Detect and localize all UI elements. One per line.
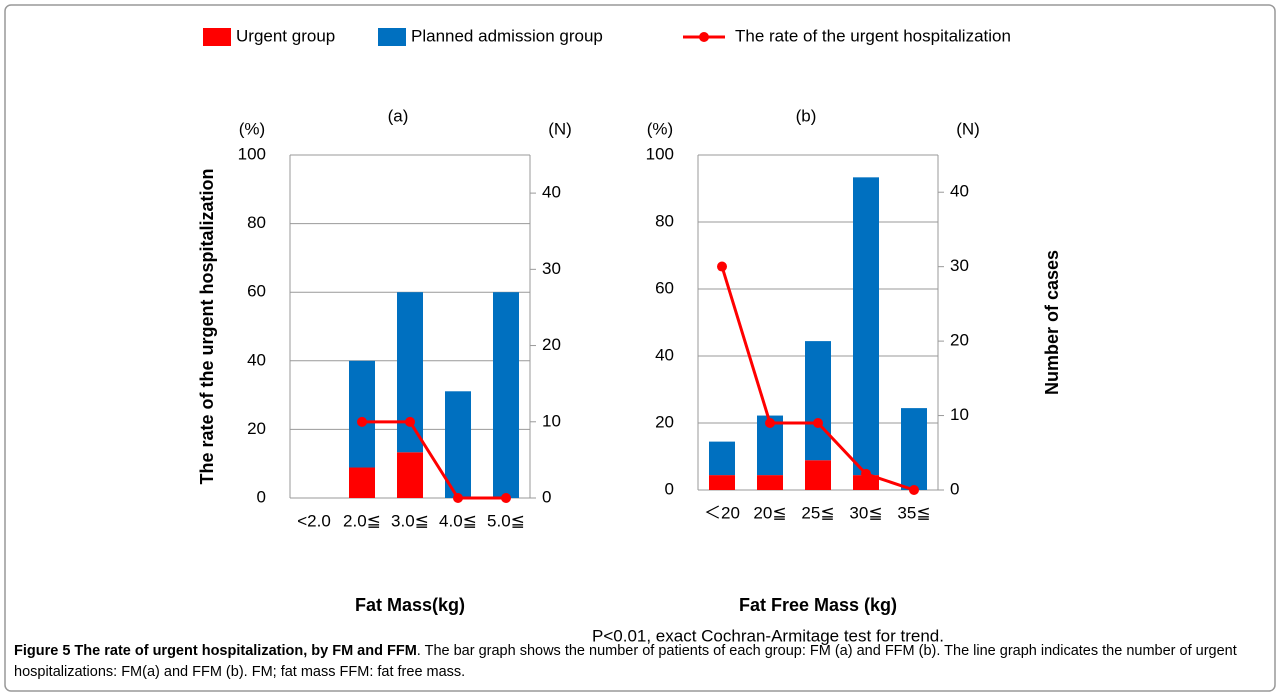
x-tick-label: <2.0	[297, 511, 331, 530]
x-tick-label: 30≦	[849, 503, 882, 522]
rate-point	[357, 416, 367, 427]
y-tick-label: 40	[247, 350, 266, 369]
y-axis-label: The rate of the urgent hospitalization	[197, 168, 217, 484]
rate-point	[501, 493, 511, 503]
bar	[349, 360, 375, 468]
y-tick-label: 80	[655, 211, 674, 230]
y-tick-label: 100	[646, 144, 674, 163]
x-tick-label: ＜20	[704, 503, 740, 522]
bar	[709, 475, 735, 490]
panel-title: (b)	[796, 106, 817, 125]
y-tick-label: 40	[655, 345, 674, 364]
bar	[805, 341, 831, 461]
legend-swatch	[203, 28, 231, 46]
x-axis-label: Fat Free Mass (kg)	[739, 595, 897, 615]
y-tick-label: 20	[247, 419, 266, 438]
x-axis-label: Fat Mass(kg)	[355, 595, 465, 615]
x-tick-label: 20≦	[753, 503, 786, 522]
legend-swatch	[378, 28, 406, 46]
bar	[445, 391, 471, 498]
y2-unit: (N)	[548, 119, 572, 138]
y2-tick-label: 10	[542, 411, 561, 430]
x-tick-label: 2.0≦	[343, 511, 381, 530]
y2-axis-label: Number of cases	[1042, 250, 1062, 395]
y-tick-label: 80	[247, 213, 266, 232]
x-tick-label: 3.0≦	[391, 511, 429, 530]
note: P<0.01, exact Cochran-Armitage test for …	[592, 626, 944, 645]
legend-label: The rate of the urgent hospitalization	[735, 26, 1011, 45]
bar	[709, 441, 735, 476]
rate-point	[717, 261, 727, 272]
y2-unit: (N)	[956, 119, 980, 138]
bar	[901, 408, 927, 490]
bar	[397, 292, 423, 453]
caption: Figure 5 The rate of urgent hospitalizat…	[14, 641, 1269, 683]
y2-tick-label: 20	[950, 331, 969, 350]
rate-point	[813, 418, 823, 428]
y-tick-label: 60	[247, 282, 266, 301]
y-tick-label: 20	[655, 412, 674, 431]
legend-marker	[699, 32, 709, 42]
bar	[349, 467, 375, 498]
y2-tick-label: 30	[542, 259, 561, 278]
rate-point	[405, 416, 415, 427]
x-tick-label: 4.0≦	[439, 511, 477, 530]
y2-tick-label: 30	[950, 256, 969, 275]
y-tick-label: 0	[665, 479, 674, 498]
y2-tick-label: 40	[542, 183, 561, 202]
rate-line	[362, 420, 506, 500]
y2-tick-label: 20	[542, 335, 561, 354]
panel-title: (a)	[388, 106, 409, 125]
rate-point	[861, 468, 871, 479]
y2-tick-label: 0	[950, 479, 959, 498]
bar	[757, 475, 783, 490]
y-tick-label: 100	[238, 144, 266, 163]
x-tick-label: 25≦	[801, 503, 834, 522]
rate-point	[453, 493, 463, 503]
bar	[493, 292, 519, 498]
rate-point	[909, 485, 919, 495]
y-unit: (%)	[239, 119, 265, 138]
legend-label: Planned admission group	[411, 26, 603, 45]
y-unit: (%)	[647, 119, 673, 138]
y2-tick-label: 0	[542, 487, 551, 506]
caption-label: Figure 5 The rate of urgent hospitalizat…	[14, 643, 417, 659]
rate-point	[765, 418, 775, 428]
y2-tick-label: 10	[950, 405, 969, 424]
bar	[853, 475, 879, 490]
bar	[397, 452, 423, 498]
y-tick-label: 0	[257, 487, 266, 506]
y2-tick-label: 40	[950, 182, 969, 201]
x-tick-label: 35≦	[897, 503, 930, 522]
frame	[4, 4, 1276, 692]
legend-label: Urgent group	[236, 26, 335, 45]
bar	[853, 177, 879, 476]
y-tick-label: 60	[655, 278, 674, 297]
x-tick-label: 5.0≦	[487, 511, 525, 530]
bar	[805, 460, 831, 490]
caption-text: . The bar graph shows the number of pati…	[14, 643, 1237, 680]
